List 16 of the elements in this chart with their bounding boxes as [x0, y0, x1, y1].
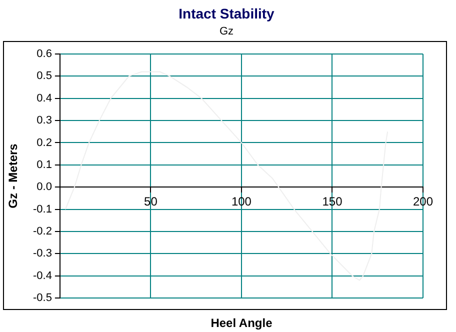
y-axis-title: Gz - Meters	[6, 143, 20, 208]
y-tick-label: -0.2	[32, 225, 52, 238]
y-tick-label: 0.2	[36, 136, 52, 149]
y-tick-label: 0.1	[36, 158, 52, 171]
y-tick-label: 0.3	[36, 114, 52, 127]
y-tick-label: -0.3	[32, 248, 52, 260]
y-tick-label: 0.6	[36, 48, 52, 60]
y-tick-label: 0.0	[36, 181, 52, 194]
y-tick-label: 0.5	[36, 70, 52, 82]
chart-subtitle: Gz	[219, 25, 234, 38]
y-tick-label: -0.4	[32, 270, 52, 282]
y-tick-label: 0.4	[36, 92, 52, 104]
y-tick-label: -0.5	[32, 292, 52, 304]
chart-title: Intact Stability	[178, 5, 275, 22]
y-tick-label: -0.1	[32, 203, 52, 216]
x-axis-title: Heel Angle	[210, 316, 273, 330]
